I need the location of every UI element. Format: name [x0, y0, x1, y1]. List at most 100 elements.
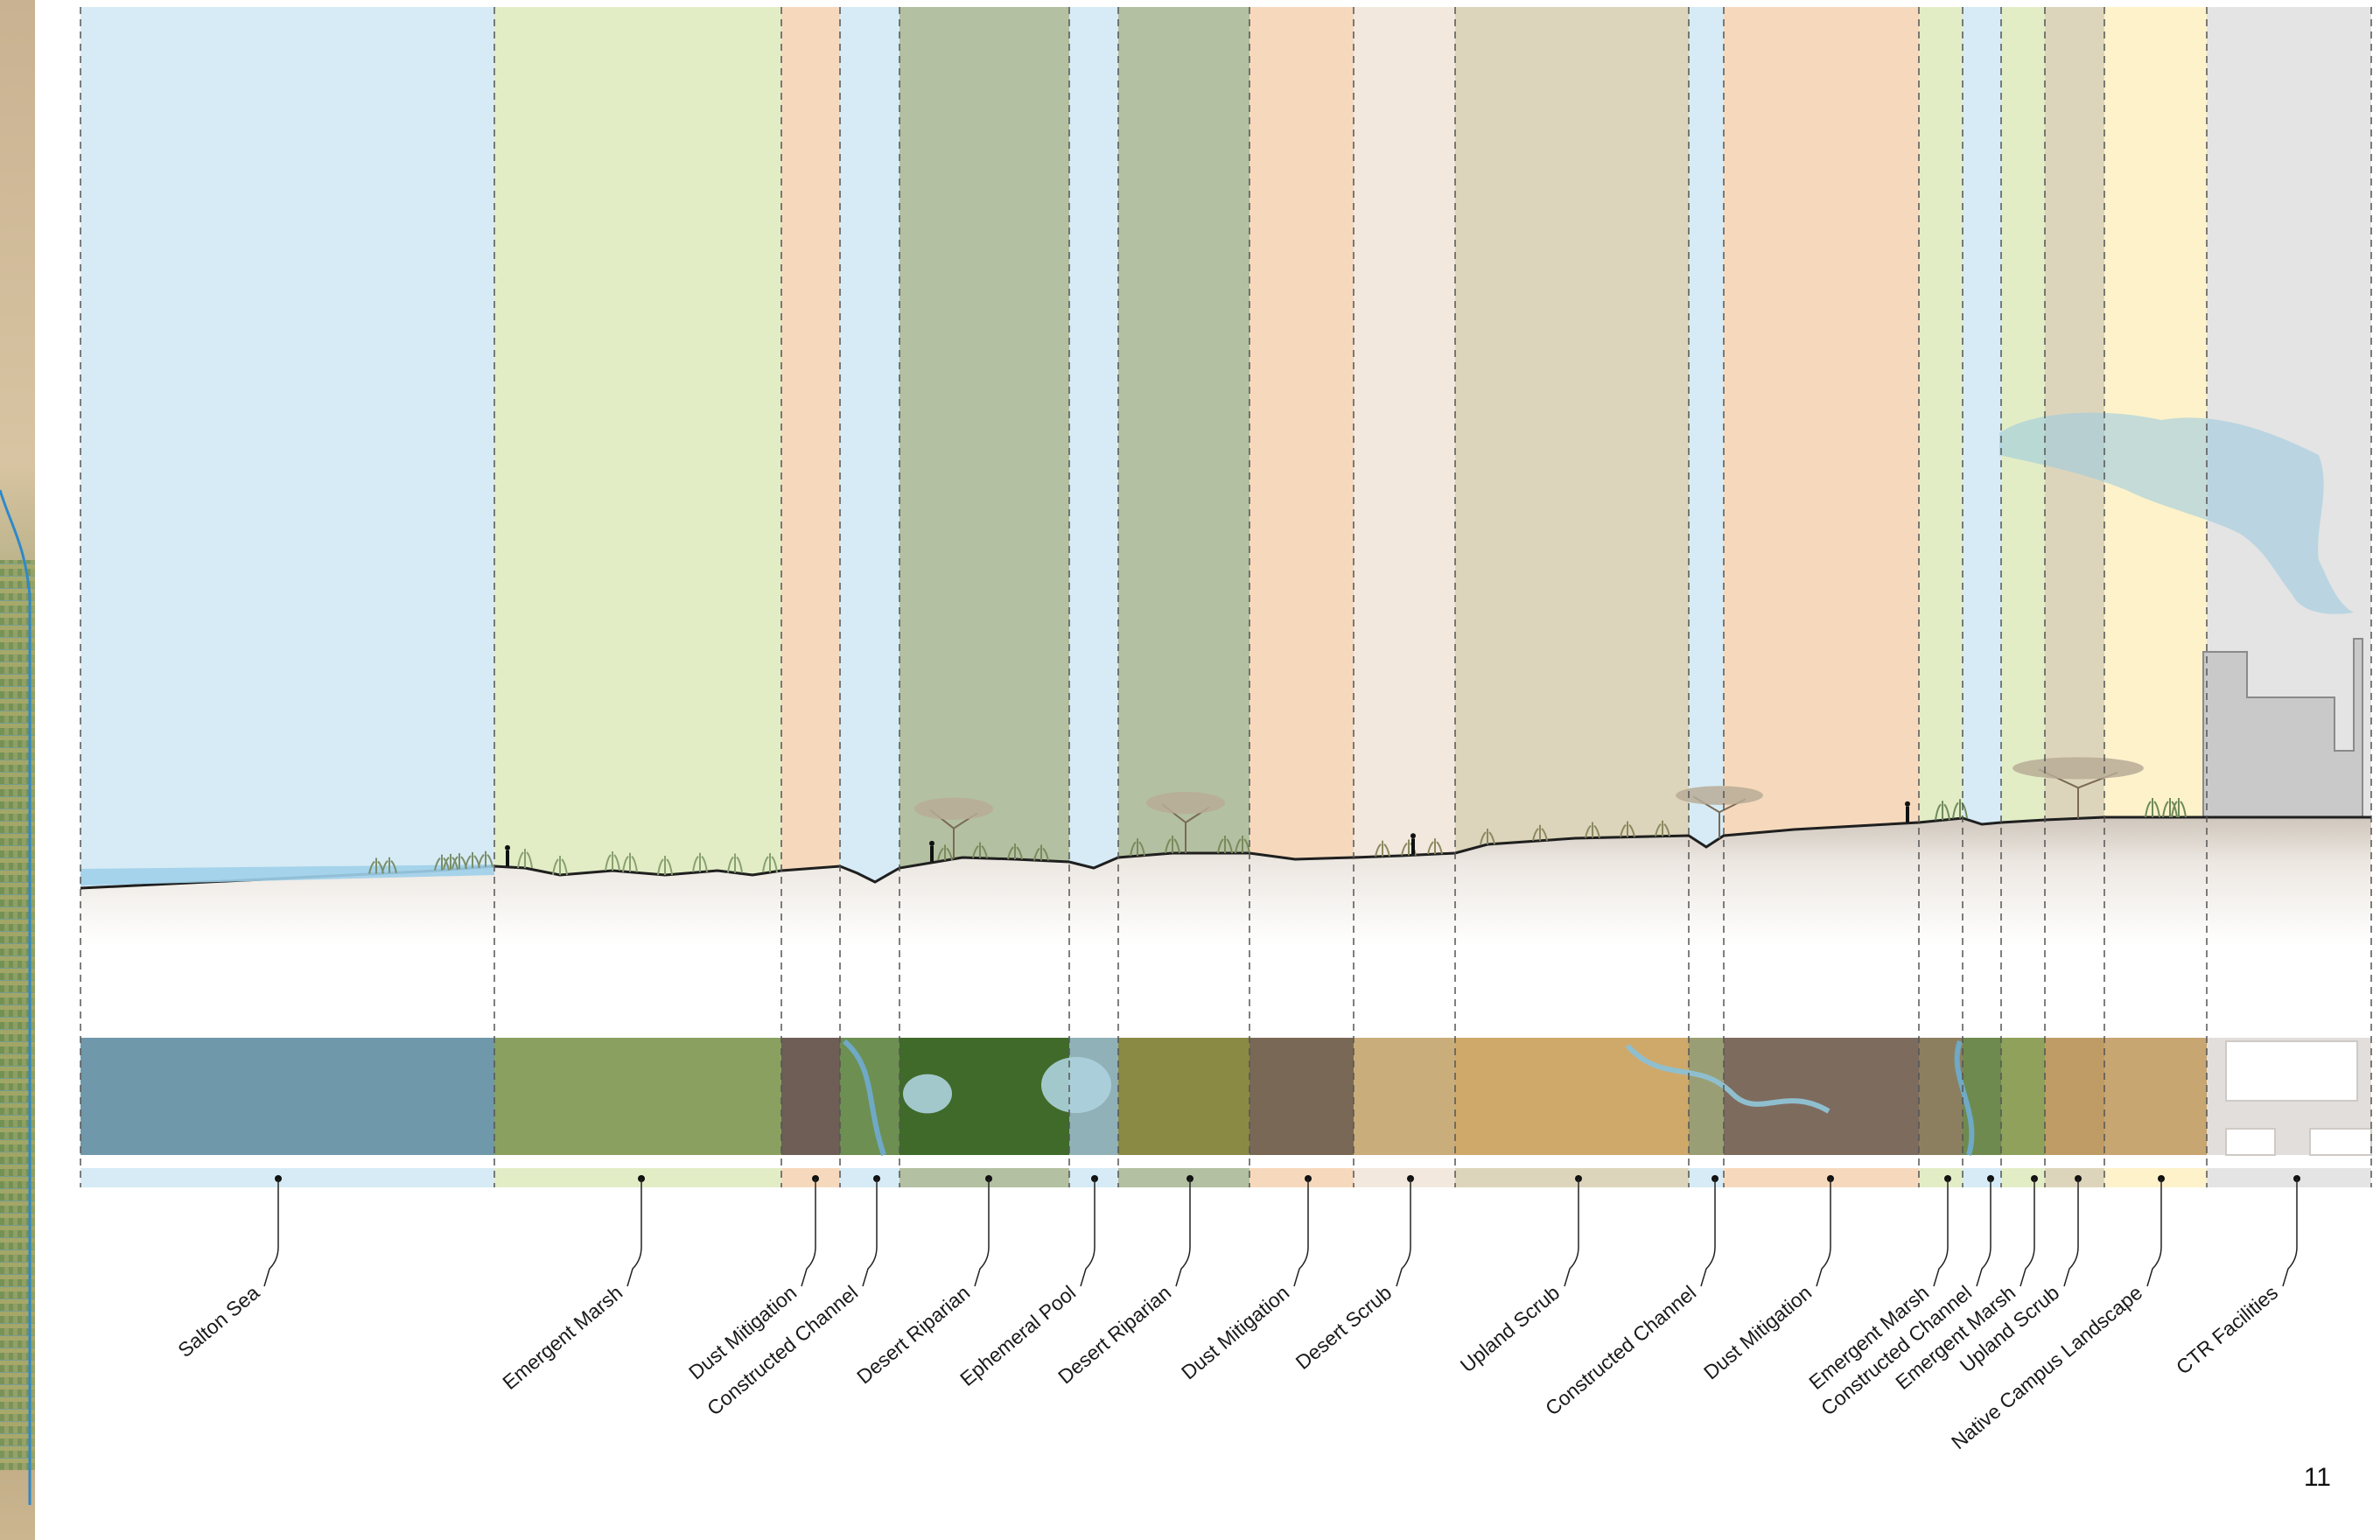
person-figure — [505, 844, 510, 850]
legend-swatch — [840, 1168, 900, 1187]
tree-canopy — [914, 797, 993, 820]
tree-canopy — [1676, 786, 1763, 805]
zone-label: Dust Mitigation — [1699, 1281, 1816, 1384]
aerial-photo-strip — [80, 1038, 2372, 1156]
grass-clump — [1235, 836, 1250, 854]
pool-shape — [1041, 1057, 1111, 1113]
grass-clump — [443, 853, 458, 871]
leader-line — [1816, 1179, 1831, 1287]
zone-band — [781, 7, 840, 888]
legend-swatch — [781, 1168, 840, 1187]
zone-photo-tile — [1354, 1038, 1455, 1155]
grass-clump — [552, 856, 568, 876]
zone-labels: Salton Sea Emergent Marsh Dust MitigationC… — [173, 1281, 2282, 1454]
zone-band — [1455, 7, 1689, 888]
channel-stream — [843, 1039, 886, 1156]
facility-roof — [2225, 1128, 2276, 1156]
zone-photo-tile — [2001, 1038, 2045, 1155]
zone-band — [1963, 7, 2001, 888]
legend-swatch — [1919, 1168, 1963, 1187]
zone-label: CTR Facilities — [2172, 1281, 2282, 1379]
leader-line — [2020, 1179, 2035, 1287]
grass-clump — [1655, 820, 1670, 836]
legend-swatch — [2001, 1168, 2045, 1187]
person-figure — [1906, 806, 1909, 822]
grass-clump — [937, 844, 953, 861]
leader-line — [1564, 1179, 1579, 1287]
grass-clump — [622, 852, 638, 872]
ground-line — [80, 816, 2371, 890]
channel-stream — [1625, 1043, 1830, 1114]
zone-band — [1250, 7, 1354, 888]
aerial-map-image — [0, 0, 35, 1540]
facility-roof — [2225, 1040, 2358, 1102]
zone-band — [1354, 7, 1455, 888]
grass-clump — [1033, 844, 1049, 861]
facility-roof — [2309, 1128, 2372, 1156]
legend-swatch — [900, 1168, 1069, 1187]
grass-clump — [657, 856, 673, 876]
zone-band — [1919, 7, 1963, 888]
leader-line — [1080, 1179, 1096, 1287]
grass-clump — [1532, 824, 1548, 841]
grass-clump — [762, 852, 778, 873]
grass-clump — [1217, 836, 1233, 854]
zone-label: Dust Mitigation — [1177, 1281, 1293, 1384]
legend-swatch — [1455, 1168, 1689, 1187]
legend-swatch — [80, 1168, 494, 1187]
grass-clump — [478, 850, 494, 867]
grass-clump — [605, 851, 620, 872]
leader-line — [1700, 1179, 1716, 1287]
zone-photo-tile — [1724, 1038, 1919, 1155]
zone-band — [840, 7, 900, 888]
zone-photo-tile — [1118, 1038, 1250, 1155]
grass-clump — [1427, 838, 1443, 855]
grass-clump — [1165, 836, 1180, 854]
grass-clump — [692, 852, 708, 872]
leader-line — [2063, 1179, 2079, 1287]
ground-profile — [80, 816, 2371, 945]
zone-photo-tile — [781, 1038, 840, 1155]
grass-clump — [1007, 844, 1023, 860]
leader-line — [2282, 1179, 2298, 1287]
zone-photo-tile — [80, 1038, 494, 1155]
vegetation-silhouettes — [368, 757, 2187, 876]
leader-line — [2146, 1179, 2162, 1287]
zone-band — [1689, 7, 1724, 888]
legend-swatch — [2207, 1168, 2371, 1187]
zone-photo-tile — [494, 1038, 781, 1155]
leader-line — [1293, 1179, 1309, 1287]
zone-band — [494, 7, 781, 888]
leader-line — [626, 1179, 642, 1287]
ctr-facility-building — [2202, 638, 2363, 822]
leader-line — [1396, 1179, 1411, 1287]
channel-stream — [1954, 1040, 1975, 1156]
tree-canopy — [1146, 792, 1225, 815]
zone-label: Salton Sea — [173, 1281, 263, 1362]
zone-photo-tile — [1250, 1038, 1354, 1155]
legend-swatch — [1118, 1168, 1250, 1187]
leader-line — [263, 1179, 279, 1287]
zone-band — [1069, 7, 1118, 888]
grass-clump — [517, 849, 533, 869]
zone-band — [900, 7, 1069, 888]
person-figure — [929, 840, 934, 846]
grass-clump — [1130, 838, 1145, 857]
zone-label: Upland Scrub — [1456, 1281, 1564, 1376]
zone-leader-lines — [263, 1179, 2298, 1287]
zone-band — [1724, 7, 1919, 888]
zone-photo-tile — [2104, 1038, 2207, 1155]
person-figure — [1411, 838, 1415, 855]
legend-swatch — [1250, 1168, 1354, 1187]
grass-clump — [1620, 821, 1635, 837]
zone-photo-tile — [1963, 1038, 2001, 1155]
grass-clump — [2171, 798, 2187, 818]
ground-fill — [80, 817, 2371, 945]
aerial-map-strip — [0, 0, 35, 1540]
leader-line — [1175, 1179, 1191, 1287]
person-figure — [930, 845, 934, 862]
person-figure — [1905, 801, 1910, 807]
person-figure — [1410, 833, 1416, 839]
sea-water — [80, 864, 494, 886]
